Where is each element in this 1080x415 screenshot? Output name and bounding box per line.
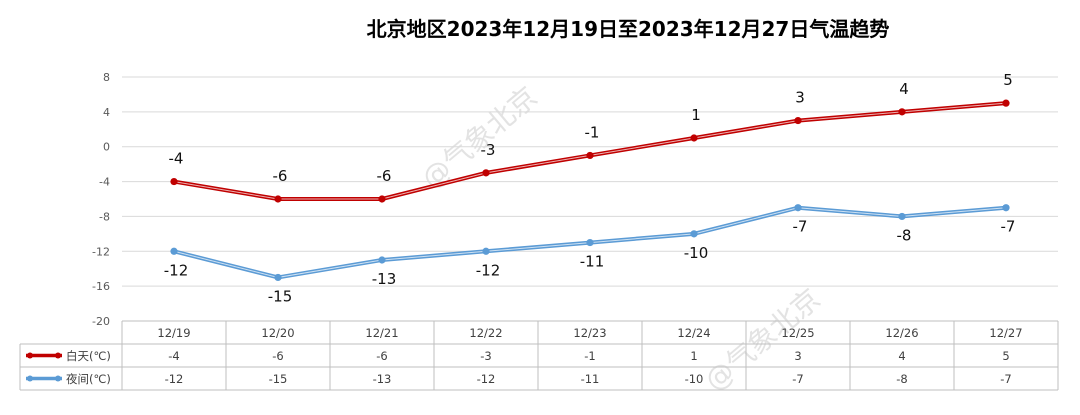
data-label: -12 xyxy=(476,261,501,279)
x-tick-label: 12/21 xyxy=(365,326,398,340)
legend-label: 夜间(℃) xyxy=(66,372,111,386)
series-layer: -4-6 -6-3-113 4 5-12-15-13 -12 -11 -10-7 -8 -7 xyxy=(164,71,1016,305)
data-point xyxy=(586,238,594,247)
y-tick-label: -20 xyxy=(92,315,110,328)
data-label: 1 xyxy=(691,106,701,124)
data-label: -1 xyxy=(585,123,600,141)
data-point xyxy=(690,230,698,238)
series-line-highlight xyxy=(173,102,1007,200)
gridlines xyxy=(122,76,1058,322)
data-point xyxy=(274,273,282,282)
chart-title: 北京地区2023年12月19日至2023年12月27日气温趋势 xyxy=(367,17,890,41)
x-tick-label: 12/27 xyxy=(989,326,1022,340)
data-point xyxy=(586,151,594,160)
data-label: -4 xyxy=(169,150,184,168)
data-label: -13 xyxy=(372,270,397,288)
x-tick-label: 12/23 xyxy=(573,326,606,340)
data-point xyxy=(482,169,490,177)
watermark-1: @气象北京 xyxy=(415,80,543,195)
data-label: -12 xyxy=(164,261,189,279)
table-cell: -4 xyxy=(168,349,179,363)
table-cell: 4 xyxy=(898,349,905,363)
data-label: -7 xyxy=(1001,218,1016,236)
y-tick-label: 4 xyxy=(103,106,110,119)
table-cell: -12 xyxy=(165,372,184,386)
data-label: 5 xyxy=(1003,71,1013,89)
legend-marker xyxy=(55,352,61,359)
y-tick-label: -16 xyxy=(92,280,110,293)
data-label: -8 xyxy=(897,226,912,244)
legend-key-day xyxy=(26,352,62,359)
table-cell: -10 xyxy=(685,372,704,386)
data-point xyxy=(898,212,906,221)
data-label: -10 xyxy=(684,244,709,262)
data-table: 12/19 12/20 12/21 12/22 12/23 12/24 12/25 12/26… xyxy=(19,320,1059,391)
y-tick-label: -8 xyxy=(99,210,110,223)
data-label: -15 xyxy=(268,287,293,305)
table-cell: -15 xyxy=(269,372,288,386)
legend-marker xyxy=(55,375,61,382)
data-label: -3 xyxy=(481,141,496,159)
y-tick-label: 8 xyxy=(103,71,110,84)
data-label: -11 xyxy=(580,253,605,271)
data-point xyxy=(378,195,386,203)
data-label: 4 xyxy=(899,80,909,98)
table-cell: -6 xyxy=(376,349,387,363)
table-cell: -11 xyxy=(581,372,600,386)
data-label: -6 xyxy=(273,167,288,185)
data-point xyxy=(274,195,282,203)
series-night: -12 -15 -13 -12 -11 -10 -7 -8 -7 xyxy=(164,204,1016,305)
table-cell: -3 xyxy=(480,349,491,363)
data-label: 3 xyxy=(795,89,805,107)
series-day: -4 -6 -6 -3 -1 1 3 4 5 xyxy=(169,71,1013,203)
data-point xyxy=(170,247,178,255)
data-point xyxy=(1002,99,1010,107)
table-cell: -7 xyxy=(1000,372,1011,386)
data-point xyxy=(378,256,386,264)
x-tick-label: 12/19 xyxy=(157,326,190,340)
data-point xyxy=(482,247,490,255)
x-tick-label: 12/25 xyxy=(781,326,814,340)
legend-key-night xyxy=(26,375,62,382)
y-tick-label: 0 xyxy=(103,141,110,154)
table-cell: 1 xyxy=(690,349,697,363)
table-cell: -7 xyxy=(792,372,803,386)
table-cell: -6 xyxy=(272,349,283,363)
x-tick-label: 12/26 xyxy=(885,326,918,340)
data-label: -7 xyxy=(793,218,808,236)
table-cell: -1 xyxy=(584,349,595,363)
data-label: -6 xyxy=(377,167,392,185)
table-cell: 3 xyxy=(794,349,801,363)
series-line xyxy=(173,101,1007,201)
legend-marker xyxy=(27,352,33,359)
table-cell: -12 xyxy=(477,372,496,386)
y-tick-label: -4 xyxy=(99,176,110,189)
legend-label: 白天(℃) xyxy=(66,349,111,363)
data-point xyxy=(690,134,698,142)
x-tick-label: 12/22 xyxy=(469,326,502,340)
x-tick-label: 12/24 xyxy=(677,326,710,340)
y-tick-label: -12 xyxy=(92,245,110,258)
x-tick-label: 12/20 xyxy=(261,326,294,340)
data-point xyxy=(794,116,802,125)
data-point xyxy=(898,108,906,116)
table-cell: -13 xyxy=(373,372,392,386)
legend-marker xyxy=(27,375,33,382)
table-cell: 5 xyxy=(1002,349,1009,363)
y-axis: 8 4 0 -4 -8 -12 -16 -20 xyxy=(92,71,110,328)
data-point xyxy=(1002,204,1010,212)
data-point xyxy=(170,177,178,186)
data-point xyxy=(794,204,802,212)
table-cell: -8 xyxy=(896,372,907,386)
